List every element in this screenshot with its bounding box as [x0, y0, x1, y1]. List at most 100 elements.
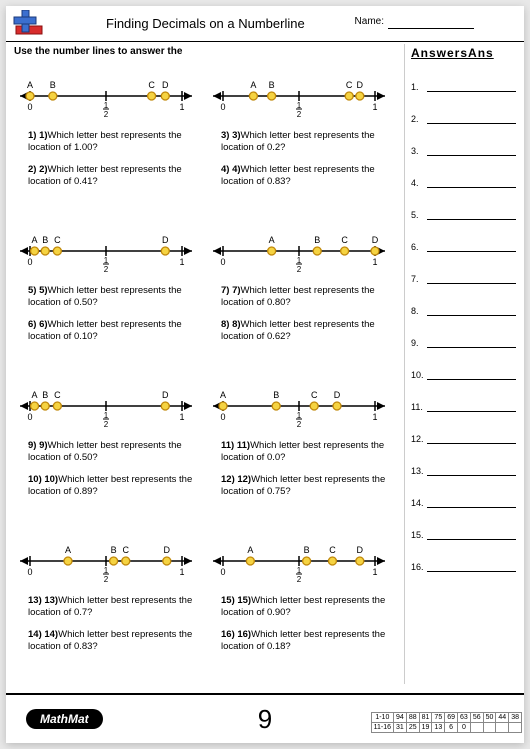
question-text: Which letter best represents the locatio… [28, 285, 182, 308]
answer-number: 3. [411, 146, 427, 156]
answer-blank[interactable]: 9. [411, 338, 516, 348]
svg-text:B: B [42, 390, 48, 400]
score-grid: 1-1094888175696356504438 11-163125191360 [371, 712, 522, 733]
score-cell: 75 [432, 713, 445, 723]
svg-text:B: B [269, 80, 275, 90]
score-cell: 94 [394, 713, 407, 723]
svg-text:A: A [247, 545, 253, 555]
svg-text:D: D [357, 80, 364, 90]
svg-text:B: B [314, 235, 320, 245]
answer-line[interactable] [427, 347, 516, 348]
score-cell: 19 [419, 723, 432, 733]
score-cell: 38 [509, 713, 522, 723]
svg-text:1: 1 [372, 102, 377, 112]
answer-blank[interactable]: 13. [411, 466, 516, 476]
answer-line[interactable] [427, 507, 516, 508]
answer-number: 12. [411, 434, 427, 444]
answer-line[interactable] [427, 411, 516, 412]
numberline: 0121ABCD [16, 70, 196, 110]
answers-heading: AnswersAns [411, 46, 516, 60]
svg-text:0: 0 [220, 102, 225, 112]
answer-blank[interactable]: 10. [411, 370, 516, 380]
question: 13) 13)Which letter best represents the … [28, 595, 198, 620]
svg-text:C: C [54, 390, 61, 400]
answer-blank[interactable]: 1. [411, 82, 516, 92]
svg-text:1: 1 [372, 257, 377, 267]
svg-text:D: D [162, 80, 169, 90]
answer-blank[interactable]: 2. [411, 114, 516, 124]
answer-blank[interactable]: 4. [411, 178, 516, 188]
svg-text:C: C [346, 80, 353, 90]
answer-line[interactable] [427, 315, 516, 316]
svg-text:A: A [65, 545, 71, 555]
svg-text:D: D [372, 235, 379, 245]
instruction-text: Use the number lines to answer the [14, 46, 182, 57]
problem-cell: 0121ABCD3) 3)Which letter best represent… [205, 60, 398, 215]
page-number: 9 [258, 704, 272, 735]
score-cell: 88 [406, 713, 419, 723]
answer-number: 4. [411, 178, 427, 188]
problem-row: 0121ABCD1) 1)Which letter best represent… [12, 60, 398, 215]
svg-text:0: 0 [27, 412, 32, 422]
answer-blank[interactable]: 11. [411, 402, 516, 412]
answer-line[interactable] [427, 155, 516, 156]
answer-number: 9. [411, 338, 427, 348]
answer-blank[interactable]: 12. [411, 434, 516, 444]
question: 2) 2)Which letter best represents the lo… [28, 164, 198, 189]
problem-cell: 0121ABCD11) 11)Which letter best represe… [205, 370, 398, 525]
svg-text:2: 2 [297, 110, 302, 119]
question-text: Which letter best represents the locatio… [221, 285, 375, 308]
answer-line[interactable] [427, 475, 516, 476]
answer-blank[interactable]: 5. [411, 210, 516, 220]
question-number: 9) 9) [28, 440, 48, 451]
question-number: 3) 3) [221, 130, 241, 141]
answer-line[interactable] [427, 443, 516, 444]
question-number: 8) 8) [221, 319, 241, 330]
answer-line[interactable] [427, 379, 516, 380]
svg-text:2: 2 [104, 265, 109, 274]
svg-text:A: A [27, 80, 33, 90]
question-number: 4) 4) [221, 164, 241, 175]
answer-blank[interactable]: 14. [411, 498, 516, 508]
answer-blank[interactable]: 6. [411, 242, 516, 252]
answer-line[interactable] [427, 571, 516, 572]
question: 12) 12)Which letter best represents the … [221, 474, 391, 499]
answer-line[interactable] [427, 251, 516, 252]
answer-blank[interactable]: 8. [411, 306, 516, 316]
plus-minus-logo-icon [10, 10, 48, 40]
score-cell [496, 723, 509, 733]
answer-line[interactable] [427, 123, 516, 124]
svg-text:C: C [341, 235, 348, 245]
svg-text:1: 1 [372, 567, 377, 577]
answer-number: 14. [411, 498, 427, 508]
answer-line[interactable] [427, 187, 516, 188]
answer-line[interactable] [427, 539, 516, 540]
problem-cell: 0121ABCD15) 15)Which letter best represe… [205, 525, 398, 680]
svg-text:D: D [162, 235, 169, 245]
answer-line[interactable] [427, 91, 516, 92]
footer: MathMat 9 1-1094888175696356504438 11-16… [6, 693, 524, 743]
worksheet-page: Finding Decimals on a Numberline Name: U… [6, 6, 524, 743]
question: 11) 11)Which letter best represents the … [221, 440, 391, 465]
answer-blank[interactable]: 7. [411, 274, 516, 284]
answer-line[interactable] [427, 219, 516, 220]
answer-blank[interactable]: 16. [411, 562, 516, 572]
content-area: 0121ABCD1) 1)Which letter best represent… [12, 60, 398, 680]
name-field-line[interactable] [388, 28, 474, 29]
answer-blank[interactable]: 3. [411, 146, 516, 156]
score-cell: 6 [445, 723, 458, 733]
score-cell: 69 [445, 713, 458, 723]
question-number: 11) 11) [221, 440, 250, 451]
answer-number: 7. [411, 274, 427, 284]
question: 5) 5)Which letter best represents the lo… [28, 285, 198, 310]
answer-number: 8. [411, 306, 427, 316]
score-cell [483, 723, 496, 733]
answer-line[interactable] [427, 283, 516, 284]
question: 8) 8)Which letter best represents the lo… [221, 319, 391, 344]
score-label: 11-16 [371, 723, 393, 733]
score-label: 1-10 [371, 713, 393, 723]
score-cell [470, 723, 483, 733]
problem-row: 0121ABCD9) 9)Which letter best represent… [12, 370, 398, 525]
numberline: 0121ABCD [209, 225, 389, 265]
answer-blank[interactable]: 15. [411, 530, 516, 540]
